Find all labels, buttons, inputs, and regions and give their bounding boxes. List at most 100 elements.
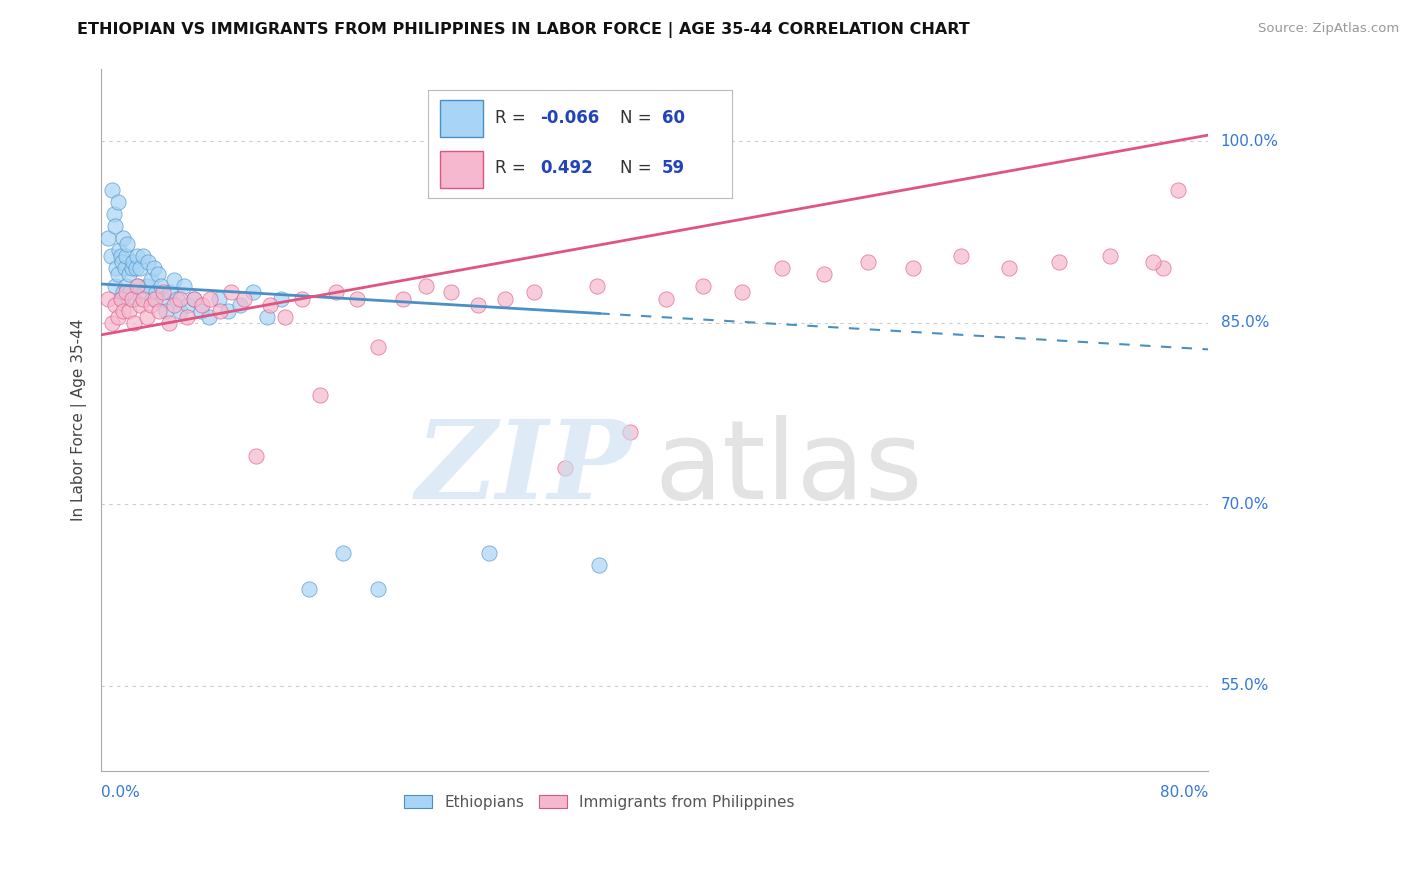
Text: atlas: atlas [655, 416, 924, 522]
Point [585, 279, 607, 293]
Point [142, 261, 165, 276]
Point [242, 285, 264, 300]
Point [217, 303, 239, 318]
Point [208, 292, 231, 306]
Point [132, 285, 155, 300]
Point [104, 279, 127, 293]
Point [112, 285, 135, 300]
Point [949, 249, 972, 263]
Text: 0.0%: 0.0% [101, 785, 139, 800]
Point [117, 237, 139, 252]
Point [903, 261, 925, 276]
Point [169, 292, 191, 306]
Text: 55.0%: 55.0% [1220, 679, 1270, 693]
Text: 85.0%: 85.0% [1220, 315, 1270, 330]
Point [157, 316, 180, 330]
Point [1098, 249, 1121, 263]
Text: ZIP: ZIP [416, 415, 633, 523]
Point [127, 279, 149, 293]
Point [148, 303, 170, 318]
Point [159, 285, 181, 300]
Point [176, 310, 198, 324]
Point [146, 268, 169, 282]
Point [97, 292, 120, 306]
Point [101, 316, 124, 330]
Point [770, 261, 793, 276]
Point [183, 292, 205, 306]
Point [467, 297, 489, 311]
Point [118, 303, 141, 318]
Text: 100.0%: 100.0% [1220, 134, 1278, 149]
Point [166, 292, 188, 306]
Point [141, 292, 163, 306]
Y-axis label: In Labor Force | Age 35-44: In Labor Force | Age 35-44 [72, 318, 87, 521]
Text: 70.0%: 70.0% [1220, 497, 1270, 512]
Point [440, 285, 463, 300]
Point [198, 310, 221, 324]
Point [139, 273, 162, 287]
Legend: Ethiopians, Immigrants from Philippines: Ethiopians, Immigrants from Philippines [398, 789, 800, 815]
Point [270, 292, 292, 306]
Point [135, 310, 157, 324]
Point [367, 582, 389, 596]
Point [104, 219, 127, 233]
Point [163, 273, 186, 287]
Point [155, 303, 177, 318]
Point [1047, 255, 1070, 269]
Point [127, 249, 149, 263]
Point [219, 285, 242, 300]
Point [97, 231, 120, 245]
Point [135, 279, 157, 293]
Point [731, 285, 754, 300]
Point [128, 279, 150, 293]
Point [325, 285, 347, 300]
Text: ETHIOPIAN VS IMMIGRANTS FROM PHILIPPINES IN LABOR FORCE | AGE 35-44 CORRELATION : ETHIOPIAN VS IMMIGRANTS FROM PHILIPPINES… [77, 22, 970, 38]
Point [308, 388, 330, 402]
Point [131, 292, 153, 306]
Point [100, 249, 122, 263]
Point [115, 249, 138, 263]
Point [122, 255, 145, 269]
Point [173, 279, 195, 293]
Point [232, 292, 254, 306]
Point [120, 285, 142, 300]
Point [125, 261, 148, 276]
Point [118, 268, 141, 282]
Point [139, 297, 162, 311]
Point [415, 279, 437, 293]
Point [111, 255, 134, 269]
Point [110, 292, 132, 306]
Point [259, 297, 281, 311]
Point [108, 243, 131, 257]
Point [588, 558, 610, 572]
Point [619, 425, 641, 439]
Point [163, 297, 186, 311]
Point [655, 292, 678, 306]
Point [149, 279, 172, 293]
Point [114, 261, 136, 276]
Point [115, 285, 138, 300]
Point [392, 292, 415, 306]
Point [145, 285, 167, 300]
Point [692, 279, 714, 293]
Point [332, 546, 354, 560]
Point [191, 297, 214, 311]
Point [228, 297, 250, 311]
Point [124, 316, 146, 330]
Point [523, 285, 546, 300]
Point [115, 279, 138, 293]
Point [152, 292, 174, 306]
Point [200, 292, 222, 306]
Point [143, 292, 166, 306]
Point [104, 297, 127, 311]
Point [494, 292, 516, 306]
Point [274, 310, 297, 324]
Text: 80.0%: 80.0% [1160, 785, 1208, 800]
Point [1152, 261, 1174, 276]
Point [856, 255, 879, 269]
Point [298, 582, 321, 596]
Point [346, 292, 368, 306]
Point [103, 207, 125, 221]
Point [291, 292, 314, 306]
Point [121, 292, 143, 306]
